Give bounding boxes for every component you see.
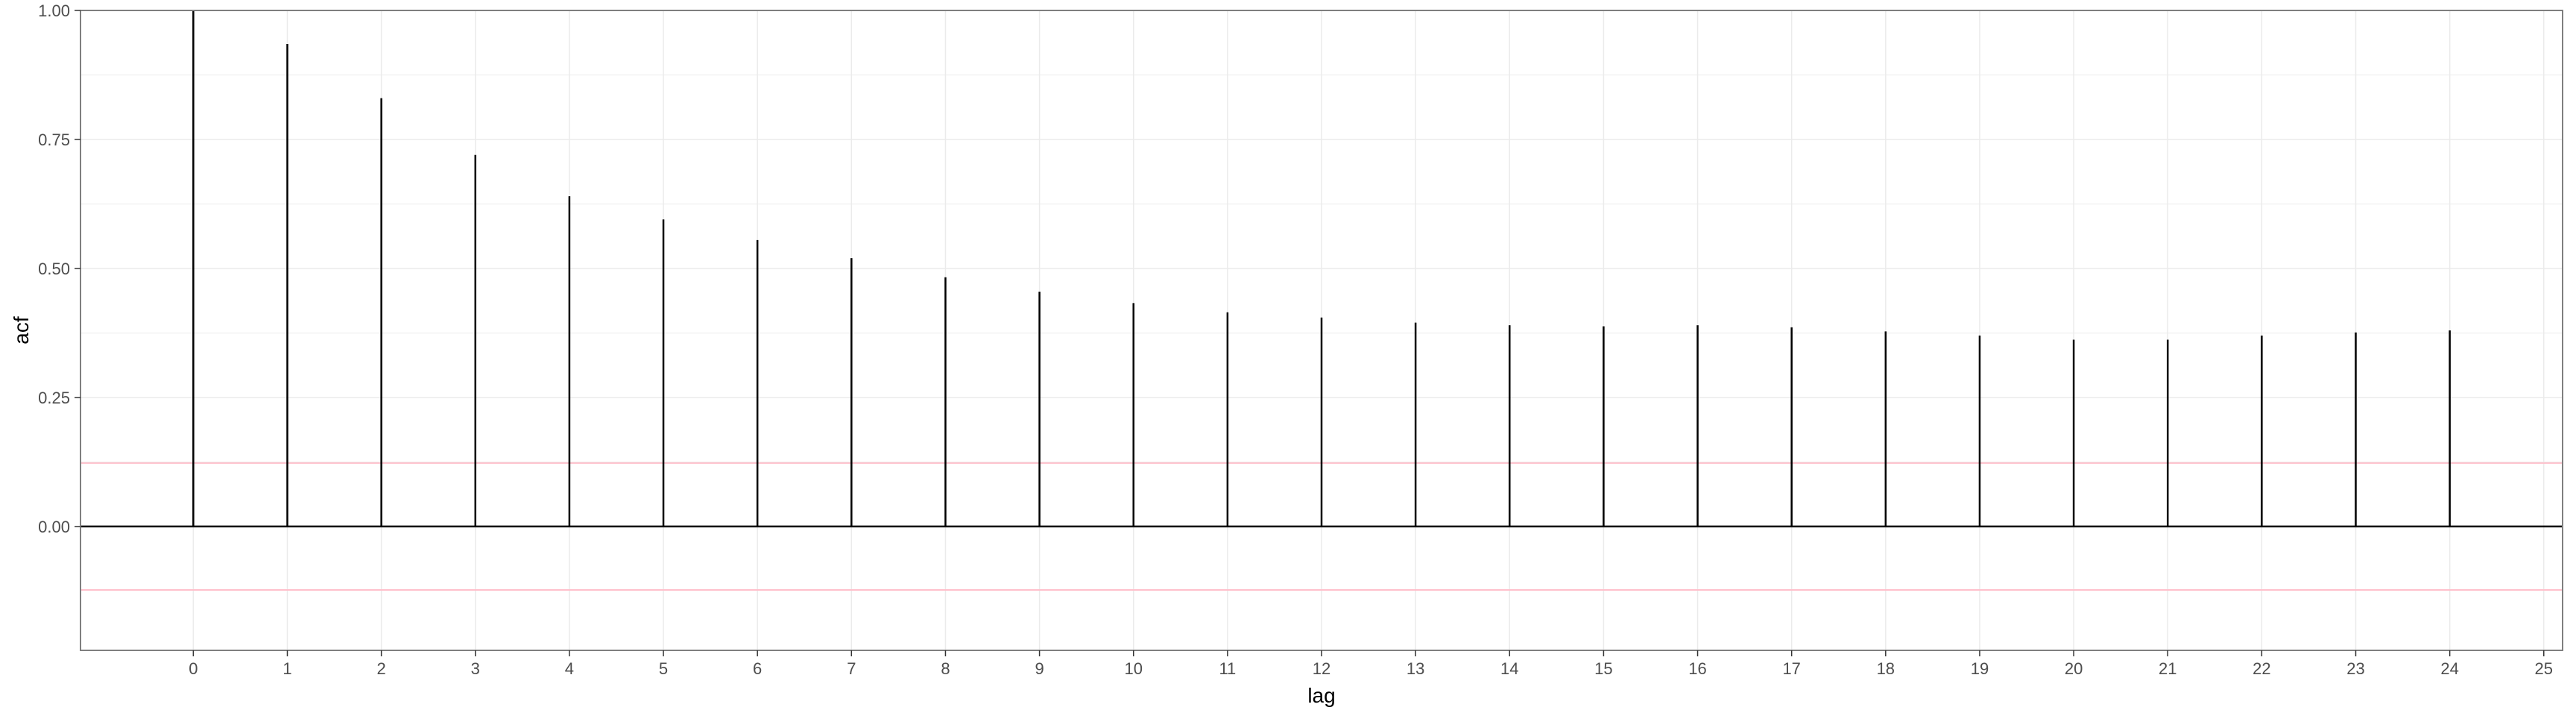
x-tick-label: 2	[377, 659, 386, 678]
x-axis-title: lag	[1307, 684, 1335, 707]
x-tick-label: 9	[1035, 659, 1044, 678]
y-tick-label: 0.00	[38, 518, 70, 536]
x-tick-label: 15	[1594, 659, 1612, 678]
x-tick-label: 17	[1782, 659, 1800, 678]
y-axis-title: acf	[10, 316, 33, 345]
x-tick-label: 16	[1688, 659, 1706, 678]
x-tick-label: 20	[2065, 659, 2083, 678]
x-tick-label: 13	[1407, 659, 1424, 678]
x-tick-label: 5	[659, 659, 668, 678]
x-tick-label: 8	[941, 659, 950, 678]
y-tick-label: 0.25	[38, 389, 70, 407]
x-tick-label: 22	[2253, 659, 2270, 678]
y-tick-label: 1.00	[38, 1, 70, 20]
x-tick-label: 23	[2346, 659, 2364, 678]
x-tick-label: 18	[1877, 659, 1895, 678]
y-tick-label: 0.75	[38, 131, 70, 149]
x-tick-label: 3	[471, 659, 480, 678]
x-tick-label: 14	[1500, 659, 1518, 678]
stems-layer	[192, 10, 2451, 527]
x-tick-label: 0	[189, 659, 198, 678]
x-tick-label: 1	[282, 659, 291, 678]
x-tick-label: 24	[2440, 659, 2458, 678]
x-tick-label: 6	[753, 659, 762, 678]
x-tick-label: 7	[847, 659, 856, 678]
x-tick-label: 4	[565, 659, 574, 678]
y-tick-label: 0.50	[38, 260, 70, 278]
x-tick-label: 11	[1219, 659, 1236, 678]
x-tick-label: 19	[1971, 659, 1989, 678]
x-tick-label: 12	[1313, 659, 1330, 678]
axes-layer: 0 1 2 3 4 5 6 7 8 9 10 11 12 13 14 15 16 17 18 19 20 21 22 23 24…	[38, 1, 2553, 678]
x-tick-label: 25	[2535, 659, 2553, 678]
x-tick-label: 21	[2159, 659, 2176, 678]
x-tick-label: 10	[1124, 659, 1142, 678]
